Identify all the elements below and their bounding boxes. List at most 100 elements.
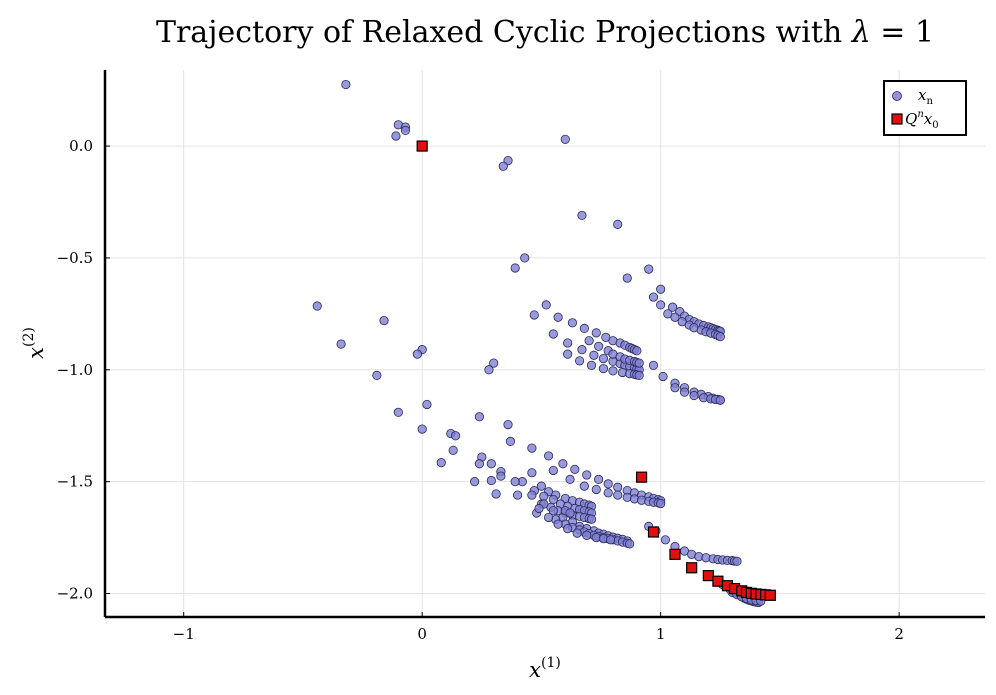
point-x-n — [594, 341, 604, 351]
point-qn-x0 — [669, 548, 681, 560]
point-x-n — [586, 360, 597, 370]
point-x-n — [605, 535, 616, 545]
point-x-n — [570, 464, 580, 474]
point-x-n — [648, 292, 659, 302]
point-x-n — [539, 491, 549, 501]
point-x-n — [553, 312, 563, 322]
point-qn-x0 — [702, 570, 714, 582]
point-x-n — [567, 318, 578, 328]
point-x-n — [448, 445, 458, 455]
point-qn-x0 — [635, 471, 648, 483]
point-x-n — [634, 370, 644, 380]
point-qn-x0 — [712, 575, 724, 587]
point-x-n — [341, 79, 351, 90]
point-x-n — [574, 356, 585, 366]
point-x-n — [660, 535, 671, 545]
legend-label-x-n: xn — [918, 86, 933, 107]
series-x-n — [312, 79, 766, 608]
y-tick-label: 0.0 — [69, 137, 93, 155]
point-x-n — [491, 489, 501, 499]
point-x-n — [608, 366, 618, 376]
point-x-n — [379, 315, 389, 326]
point-x-n — [591, 484, 601, 495]
point-x-n — [560, 134, 570, 144]
point-x-n — [679, 387, 690, 397]
point-x-n — [520, 253, 530, 263]
point-x-n — [422, 399, 432, 410]
point-x-n — [496, 471, 506, 481]
point-x-n — [512, 490, 523, 500]
point-x-n — [400, 125, 411, 136]
y-tick-label: −1.0 — [57, 361, 93, 379]
point-x-n — [548, 465, 558, 476]
y-tick-label: −1.5 — [57, 473, 93, 491]
point-x-n — [715, 332, 725, 342]
point-x-n — [412, 349, 423, 359]
point-x-n — [336, 339, 346, 349]
point-x-n — [450, 431, 461, 441]
point-x-n — [436, 458, 446, 468]
point-x-n — [543, 451, 554, 461]
legend-marker-qn-x0 — [891, 113, 903, 125]
point-x-n — [594, 474, 604, 485]
point-qn-x0 — [416, 140, 428, 152]
point-x-n — [613, 490, 623, 500]
point-x-n — [548, 506, 558, 516]
point-x-n — [527, 443, 537, 453]
point-x-n — [486, 459, 496, 469]
y-tick-label: −0.5 — [57, 249, 93, 267]
legend-label-qn-x0: Qnx0 — [905, 109, 939, 131]
point-x-n — [393, 407, 403, 417]
point-x-n — [632, 346, 642, 356]
point-x-n — [534, 503, 544, 514]
point-x-n — [644, 264, 654, 274]
x-tick-labels: −1 0 1 2 — [173, 612, 904, 643]
point-qn-x0 — [647, 526, 660, 538]
point-x-n — [582, 470, 592, 480]
x-axis-label: x(1) — [529, 655, 561, 682]
point-x-n — [589, 350, 599, 360]
point-x-n — [577, 345, 587, 355]
point-x-n — [565, 474, 575, 485]
point-x-n — [548, 329, 558, 339]
y-tick-labels: 0.0 −0.5 −1.0 −1.5 −2.0 — [57, 137, 110, 603]
point-x-n — [622, 273, 632, 283]
legend-marker-x-n — [892, 91, 902, 101]
point-x-n — [648, 360, 659, 370]
point-x-n — [670, 312, 680, 322]
point-x-n — [625, 539, 635, 549]
point-x-n — [591, 328, 601, 338]
point-x-n — [689, 390, 699, 401]
point-x-n — [505, 436, 516, 446]
point-x-n — [656, 498, 666, 509]
point-x-n — [417, 424, 427, 434]
point-x-n — [563, 524, 573, 534]
point-x-n — [667, 302, 678, 312]
y-axis-label: x(2) — [21, 327, 48, 359]
point-x-n — [470, 477, 480, 487]
point-x-n — [598, 364, 609, 374]
point-x-n — [474, 459, 485, 469]
x-tick-label: 1 — [656, 625, 666, 643]
point-x-n — [658, 371, 668, 382]
legend-box — [883, 80, 967, 136]
point-x-n — [584, 336, 594, 346]
point-x-n — [391, 131, 401, 141]
x-tick-label: 2 — [894, 625, 904, 643]
point-x-n — [656, 284, 666, 294]
point-x-n — [634, 358, 644, 368]
point-x-n — [598, 354, 609, 364]
point-x-n — [474, 412, 485, 422]
point-x-n — [510, 477, 520, 487]
legend: xn Qnx0 — [883, 80, 967, 136]
point-x-n — [503, 419, 513, 430]
series-qn-x0 — [416, 140, 776, 601]
point-x-n — [372, 370, 382, 380]
point-x-n — [572, 528, 582, 538]
point-x-n — [498, 161, 508, 171]
point-x-n — [529, 310, 539, 320]
point-x-n — [486, 475, 496, 486]
point-x-n — [715, 395, 725, 405]
point-x-n — [312, 301, 322, 311]
point-x-n — [489, 358, 499, 368]
